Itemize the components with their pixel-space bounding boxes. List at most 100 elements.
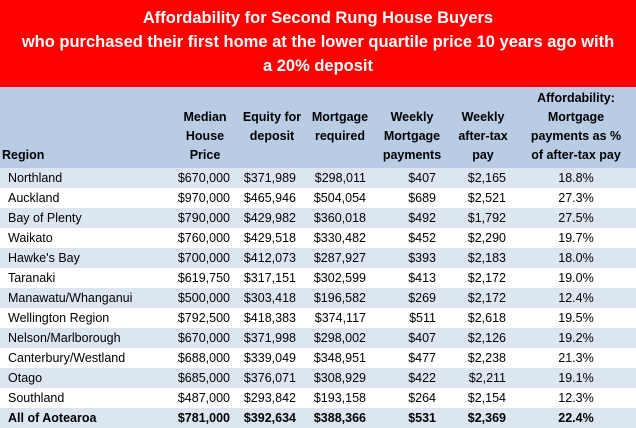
cell-weekly-mortgage-payments: $269: [374, 288, 450, 308]
table-row: Nelson/Marlborough $670,000 $371,998 $298,0…: [0, 328, 636, 348]
header-aff-line-2: Mortgage: [547, 110, 605, 124]
title-line-3: a 20% deposit: [262, 57, 374, 75]
cell-weekly-mortgage-payments: $422: [374, 368, 450, 388]
cell-equity-for-deposit: $317,151: [238, 268, 306, 288]
header-weekly-line-2: Mortgage: [383, 129, 441, 143]
cell-equity-for-deposit: $371,989: [238, 168, 306, 188]
cell-region: Manawatu/Whanganui: [0, 288, 172, 308]
cell-equity-for-deposit: $376,071: [238, 368, 306, 388]
cell-affordability: 12.4%: [516, 288, 636, 308]
cell-region: Otago: [0, 368, 172, 388]
header-median-line-1: Median: [183, 110, 227, 124]
cell-mortgage-required: $308,929: [306, 368, 374, 388]
header-aff-line-1: Affordability:: [537, 91, 615, 105]
cell-mortgage-required: $298,002: [306, 328, 374, 348]
cell-weekly-after-tax-pay: $2,618: [450, 308, 516, 328]
cell-equity-for-deposit: $465,946: [238, 188, 306, 208]
header-pay-line-3: pay: [472, 148, 494, 162]
cell-median-house-price: $700,000: [172, 248, 238, 268]
cell-median-house-price: $500,000: [172, 288, 238, 308]
cell-equity-for-deposit: $339,049: [238, 348, 306, 368]
cell-weekly-after-tax-pay: $2,165: [450, 168, 516, 188]
header-weekly-line-3: payments: [382, 148, 442, 162]
cell-weekly-after-tax-pay: $2,238: [450, 348, 516, 368]
cell-mortgage-required: $196,582: [306, 288, 374, 308]
cell-weekly-mortgage-payments: $393: [374, 248, 450, 268]
cell-region: All of Aotearoa: [0, 408, 172, 428]
cell-affordability: 21.3%: [516, 348, 636, 368]
cell-mortgage-required: $193,158: [306, 388, 374, 408]
cell-weekly-mortgage-payments: $413: [374, 268, 450, 288]
affordability-table: Region Median House Price Equity for dep…: [0, 87, 636, 428]
cell-weekly-after-tax-pay: $2,211: [450, 368, 516, 388]
cell-weekly-mortgage-payments: $264: [374, 388, 450, 408]
cell-region: Canterbury/Westland: [0, 348, 172, 368]
cell-median-house-price: $685,000: [172, 368, 238, 388]
cell-region: Northland: [0, 168, 172, 188]
header-mortgage-required: Mortgage required: [306, 87, 374, 168]
cell-equity-for-deposit: $429,518: [238, 228, 306, 248]
header-weekly-line-1: Weekly: [390, 110, 434, 124]
header-mortgage-line-2: required: [314, 129, 365, 143]
cell-weekly-mortgage-payments: $407: [374, 328, 450, 348]
cell-equity-for-deposit: $412,073: [238, 248, 306, 268]
cell-mortgage-required: $302,599: [306, 268, 374, 288]
cell-affordability: 19.1%: [516, 368, 636, 388]
cell-affordability: 19.0%: [516, 268, 636, 288]
cell-equity-for-deposit: $418,383: [238, 308, 306, 328]
table-row: Manawatu/Whanganui $500,000 $303,418 $196,5…: [0, 288, 636, 308]
header-pay-line-2: after-tax: [458, 129, 508, 143]
cell-mortgage-required: $298,011: [306, 168, 374, 188]
cell-mortgage-required: $504,054: [306, 188, 374, 208]
cell-equity-for-deposit: $371,998: [238, 328, 306, 348]
header-median-house-price: Median House Price: [172, 87, 238, 168]
table-row: Wellington Region $792,500 $418,383 $374,11…: [0, 308, 636, 328]
cell-median-house-price: $970,000: [172, 188, 238, 208]
cell-weekly-mortgage-payments: $531: [374, 408, 450, 428]
header-mortgage-line-1: Mortgage: [311, 110, 369, 124]
cell-weekly-mortgage-payments: $407: [374, 168, 450, 188]
cell-region: Wellington Region: [0, 308, 172, 328]
cell-weekly-mortgage-payments: $452: [374, 228, 450, 248]
cell-weekly-after-tax-pay: $2,172: [450, 268, 516, 288]
cell-weekly-after-tax-pay: $2,369: [450, 408, 516, 428]
header-aff-line-3: payments as %: [530, 129, 622, 143]
cell-mortgage-required: $348,951: [306, 348, 374, 368]
table-row: Auckland $970,000 $465,946 $504,054 $689 $2,5…: [0, 188, 636, 208]
header-row: Region Median House Price Equity for dep…: [0, 87, 636, 168]
header-pay-line-1: Weekly: [461, 110, 505, 124]
table-row: Otago $685,000 $376,071 $308,929 $422 $2,211 1…: [0, 368, 636, 388]
cell-region: Southland: [0, 388, 172, 408]
cell-affordability: 12.3%: [516, 388, 636, 408]
cell-weekly-after-tax-pay: $2,154: [450, 388, 516, 408]
cell-mortgage-required: $360,018: [306, 208, 374, 228]
table-row: Bay of Plenty $790,000 $429,982 $360,018 $49…: [0, 208, 636, 228]
cell-median-house-price: $688,000: [172, 348, 238, 368]
header-equity-for-deposit: Equity for deposit: [238, 87, 306, 168]
table-row: Canterbury/Westland $688,000 $339,049 $348,…: [0, 348, 636, 368]
cell-region: Waikato: [0, 228, 172, 248]
table-title-banner: Affordability for Second Rung House Buye…: [0, 0, 636, 87]
cell-equity-for-deposit: $303,418: [238, 288, 306, 308]
cell-mortgage-required: $330,482: [306, 228, 374, 248]
cell-weekly-after-tax-pay: $2,521: [450, 188, 516, 208]
cell-region: Bay of Plenty: [0, 208, 172, 228]
cell-weekly-mortgage-payments: $511: [374, 308, 450, 328]
cell-weekly-mortgage-payments: $689: [374, 188, 450, 208]
cell-median-house-price: $790,000: [172, 208, 238, 228]
title-line-1: Affordability for Second Rung House Buye…: [142, 9, 494, 27]
cell-mortgage-required: $287,927: [306, 248, 374, 268]
cell-weekly-mortgage-payments: $477: [374, 348, 450, 368]
header-aff-line-4: of after-tax pay: [531, 148, 621, 162]
cell-weekly-after-tax-pay: $2,172: [450, 288, 516, 308]
cell-weekly-after-tax-pay: $2,126: [450, 328, 516, 348]
cell-affordability: 27.3%: [516, 188, 636, 208]
cell-affordability: 19.2%: [516, 328, 636, 348]
header-region: Region: [0, 87, 172, 168]
table-row-total: All of Aotearoa $781,000 $392,634 $388,3…: [0, 408, 636, 428]
cell-equity-for-deposit: $392,634: [238, 408, 306, 428]
cell-median-house-price: $781,000: [172, 408, 238, 428]
cell-median-house-price: $670,000: [172, 168, 238, 188]
header-equity-line-2: deposit: [249, 129, 295, 143]
table-row: Southland $487,000 $293,842 $193,158 $264 $2,…: [0, 388, 636, 408]
